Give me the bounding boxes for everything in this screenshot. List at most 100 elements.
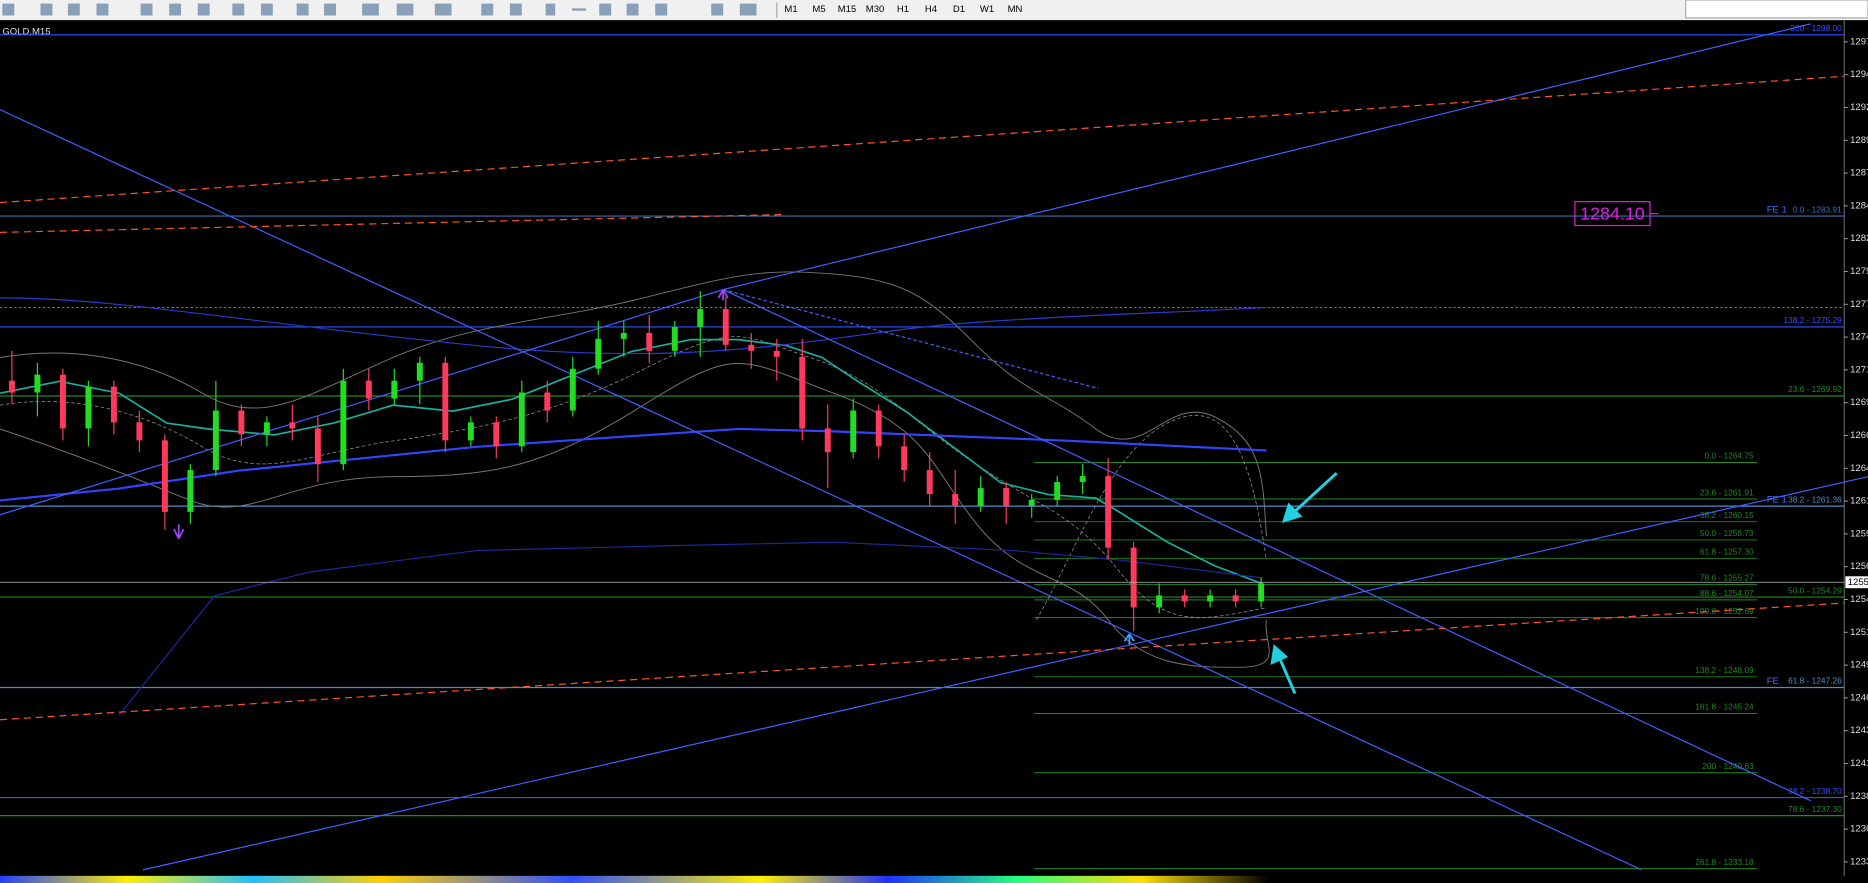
price-label: 1284.10 — [1580, 204, 1645, 224]
expansion-label: 78.6 - 1237.30 — [1788, 804, 1842, 814]
chart-shift-button[interactable] — [324, 3, 336, 16]
indicators-button[interactable] — [362, 3, 379, 16]
indicator-strip-empty — [1268, 875, 1868, 883]
fibo-label: 138.2 - 1248.09 — [1695, 665, 1754, 675]
y-tick-label: 1238.8 — [1850, 791, 1868, 802]
candle-body — [748, 344, 755, 351]
channel-line — [0, 213, 787, 233]
toolbar — [0, 0, 1868, 21]
fibo-label: 61.8 - 1257.30 — [1700, 547, 1754, 557]
candle-body — [1156, 595, 1163, 608]
arrow-head — [1281, 502, 1303, 523]
expansion-label: 50.0 - 1254.29 — [1788, 585, 1842, 595]
channel-line — [0, 75, 1845, 204]
timeframe-button[interactable]: M1 — [784, 4, 797, 15]
timeframe-button[interactable]: H4 — [925, 4, 938, 15]
expansion-label: 61.8 - 1247.26 — [1788, 676, 1842, 686]
candle-body — [263, 422, 270, 435]
candles — [8, 291, 1265, 632]
candle-body — [1130, 547, 1137, 608]
candle-body — [110, 386, 117, 423]
zoom-in-button[interactable] — [232, 3, 245, 16]
candle-body — [646, 332, 653, 351]
trendline-button[interactable] — [599, 3, 612, 16]
candle-body — [620, 332, 627, 339]
candle-body — [8, 380, 15, 393]
cursor-button[interactable] — [481, 3, 494, 16]
candle-chart-button[interactable] — [169, 3, 182, 16]
channel-lines — [0, 75, 1845, 721]
symbol-label: GOLD,M15 — [2, 27, 50, 38]
candle-body — [493, 422, 500, 447]
label-button[interactable] — [711, 3, 724, 16]
y-tick-label: 1274.5 — [1850, 332, 1868, 343]
bar-chart-button[interactable] — [140, 3, 153, 16]
candle-body — [416, 362, 423, 381]
fibo-label: 261.8 - 1233.18 — [1695, 857, 1754, 867]
timeframes: M1 M5 M15 M30 H1 H4 D1 W1 MN — [776, 2, 1023, 18]
y-tick-label: 1269.4 — [1850, 397, 1868, 408]
candle-body — [391, 380, 398, 399]
zoom-out-button[interactable] — [260, 3, 273, 16]
y-tick-label: 1246.45 — [1850, 692, 1868, 703]
fractal-arrow — [1123, 633, 1135, 645]
autoscroll-button[interactable] — [296, 3, 309, 16]
timeframe-button[interactable]: H1 — [897, 4, 909, 15]
fibo-button[interactable] — [655, 3, 668, 16]
fibo-label: 200 - 1240.63 — [1702, 761, 1754, 771]
search-box[interactable] — [1685, 0, 1868, 19]
timeframe-button[interactable]: M15 — [838, 4, 857, 15]
candle-body — [314, 428, 321, 465]
expansion-label: 200 - 1298.00 — [1790, 23, 1842, 33]
profiles-button[interactable] — [40, 3, 53, 16]
trendlines — [0, 23, 1868, 871]
hline-button[interactable] — [571, 8, 587, 11]
price-axis: 1297.45 1294.9 1292.35 1289.8 1287.25 1284.7 1… — [0, 36, 1868, 867]
terminal-button[interactable] — [96, 3, 109, 16]
new-chart-button[interactable] — [2, 3, 15, 16]
fibo-label: 0.0 - 1264.75 — [1705, 451, 1754, 461]
arrow — [1278, 657, 1297, 695]
timeframe-button[interactable]: M30 — [866, 4, 885, 15]
channel-button[interactable] — [626, 3, 639, 16]
y-tick-label: 1259.2 — [1850, 528, 1868, 539]
toolbar-icons — [2, 3, 757, 16]
candle-body — [569, 368, 576, 411]
vline-button[interactable] — [545, 3, 556, 16]
envelope-line — [0, 297, 1267, 355]
y-tick-label: 1279.6 — [1850, 266, 1868, 277]
periods-button[interactable] — [396, 3, 414, 16]
candle-body — [1028, 499, 1035, 506]
navigator-button[interactable] — [67, 3, 80, 16]
line-chart-button[interactable] — [197, 3, 210, 16]
candle-body — [442, 362, 449, 441]
timeframe-button[interactable]: MN — [1008, 4, 1023, 15]
candle-body — [977, 488, 984, 506]
fibo-label: 78.6 - 1255.27 — [1700, 573, 1754, 583]
candle-body — [518, 392, 525, 447]
fibo-label: 161.8 - 1245.24 — [1695, 702, 1754, 712]
candle-body — [187, 470, 194, 512]
crosshair-button[interactable] — [509, 3, 522, 16]
candle-body — [926, 470, 933, 495]
timeframe-button[interactable]: W1 — [980, 4, 994, 15]
candle-body — [773, 350, 780, 357]
arrow — [1292, 471, 1338, 514]
y-tick-label: 1294.9 — [1850, 69, 1868, 80]
arrows-button[interactable] — [739, 3, 757, 16]
candle-body — [544, 392, 551, 411]
fibo-label: 50.0 - 1258.73 — [1700, 528, 1754, 538]
candle-body — [1207, 595, 1214, 602]
templates-button[interactable] — [434, 3, 452, 16]
expansion-tag: FE 1 — [1767, 495, 1787, 506]
candle-body — [952, 494, 959, 506]
indicators — [0, 271, 1270, 716]
timeframe-button[interactable]: D1 — [953, 4, 965, 15]
candle-body — [289, 422, 296, 429]
indicator-strip — [0, 875, 1269, 883]
timeframe-button[interactable]: M5 — [812, 4, 825, 15]
y-tick-label: 1243.9 — [1850, 725, 1868, 736]
y-tick-label: 1233.7 — [1850, 856, 1868, 867]
